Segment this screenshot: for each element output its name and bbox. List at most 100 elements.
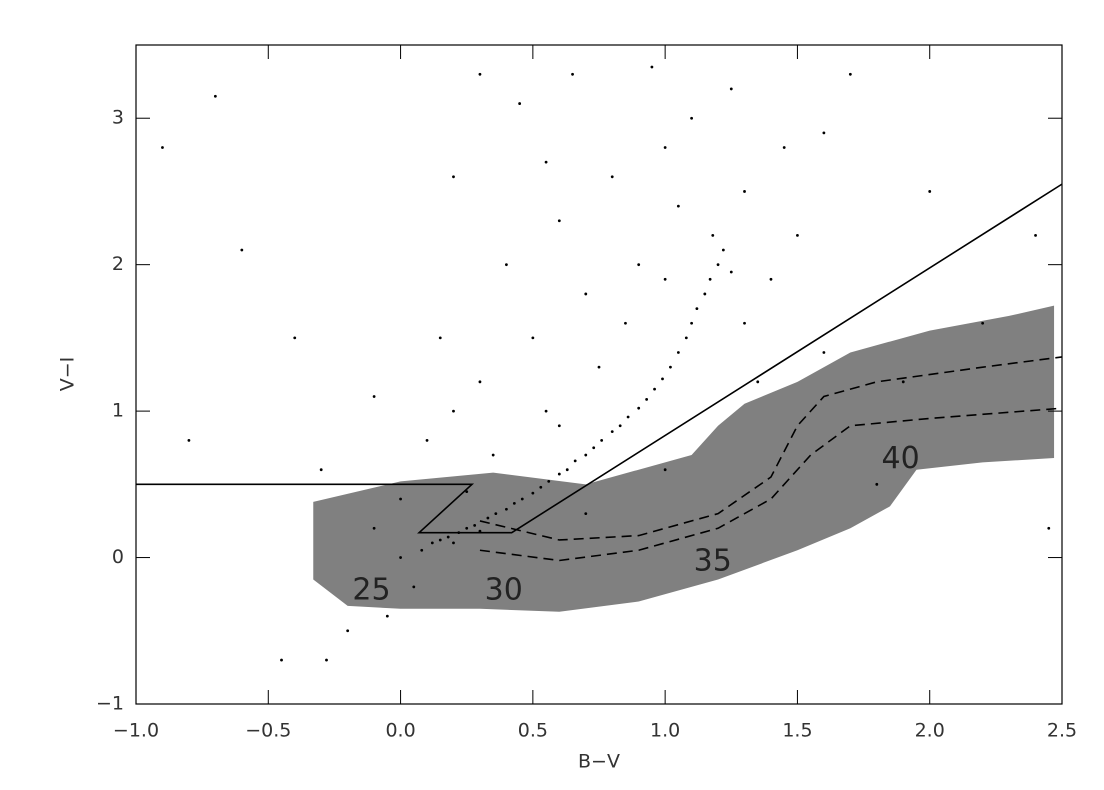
data-point xyxy=(161,146,164,149)
data-point xyxy=(187,439,191,442)
data-point xyxy=(822,131,826,135)
boundary-line xyxy=(136,183,1063,534)
data-point xyxy=(584,512,588,516)
data-point xyxy=(539,485,543,489)
data-point xyxy=(452,175,455,179)
data-point xyxy=(703,292,707,296)
data-point xyxy=(412,585,416,589)
data-point xyxy=(645,397,649,401)
data-point xyxy=(928,190,932,193)
data-point xyxy=(438,336,442,340)
data-point xyxy=(478,380,482,384)
data-point xyxy=(653,387,656,391)
y-tick-label: 1 xyxy=(112,400,124,422)
data-point xyxy=(624,321,627,325)
data-point xyxy=(505,263,508,267)
data-point xyxy=(661,377,664,381)
data-point xyxy=(399,556,402,559)
y-tick-label: 2 xyxy=(112,253,124,275)
data-point xyxy=(518,102,522,105)
data-point xyxy=(743,190,746,193)
data-point xyxy=(690,321,693,325)
data-point xyxy=(213,94,217,98)
data-point xyxy=(981,321,985,325)
data-point xyxy=(531,336,535,340)
x-tick-label: 0.5 xyxy=(518,720,548,742)
data-point xyxy=(486,516,490,520)
x-tick-label: −0.5 xyxy=(245,720,291,742)
data-point xyxy=(557,424,561,428)
data-point xyxy=(663,146,667,149)
data-point xyxy=(743,321,746,325)
data-point xyxy=(756,380,760,384)
data-point xyxy=(663,277,667,281)
data-point xyxy=(637,406,641,410)
data-point xyxy=(901,380,905,384)
data-point xyxy=(430,541,434,545)
data-point xyxy=(592,446,596,450)
data-point xyxy=(782,146,786,149)
data-point xyxy=(716,263,720,267)
data-point xyxy=(465,490,469,494)
data-point xyxy=(571,72,574,76)
data-point xyxy=(346,629,350,633)
data-point xyxy=(505,507,508,511)
data-point xyxy=(557,219,561,223)
dashed-line xyxy=(479,356,1063,541)
data-point xyxy=(293,336,297,340)
data-point xyxy=(600,439,604,442)
x-tick-label: 1.5 xyxy=(782,720,812,742)
data-point xyxy=(565,468,569,472)
data-point xyxy=(452,541,455,545)
data-point xyxy=(584,292,588,296)
data-point xyxy=(822,351,826,354)
data-point xyxy=(544,409,548,413)
data-point xyxy=(676,351,680,354)
y-tick-label: 0 xyxy=(112,546,124,568)
data-point xyxy=(1047,526,1051,530)
data-point xyxy=(280,658,283,662)
data-point xyxy=(372,395,376,398)
data-point xyxy=(584,453,588,457)
y-tick-label: −1 xyxy=(96,693,124,715)
data-point xyxy=(796,233,799,237)
data-point xyxy=(676,204,680,208)
data-point xyxy=(557,472,561,476)
shaded-region xyxy=(313,305,1055,612)
plot-frame xyxy=(135,44,1063,705)
data-point xyxy=(848,72,852,76)
data-point xyxy=(420,548,424,552)
data-point xyxy=(573,459,577,463)
data-point xyxy=(372,526,376,530)
data-point xyxy=(618,424,622,428)
data-point xyxy=(610,430,614,434)
data-point xyxy=(385,614,389,618)
data-point xyxy=(325,658,328,662)
data-point xyxy=(695,307,699,310)
x-tick-label: 1.0 xyxy=(650,720,680,742)
data-point xyxy=(610,175,614,179)
data-point xyxy=(626,415,630,419)
data-point xyxy=(452,409,455,413)
curve-label: 35 xyxy=(694,543,732,578)
data-point xyxy=(663,468,667,472)
data-point xyxy=(690,116,693,120)
data-point xyxy=(465,526,469,530)
x-tick-label: 0.0 xyxy=(385,720,415,742)
data-point xyxy=(478,72,482,76)
data-point xyxy=(875,482,879,486)
x-tick-label: 2.0 xyxy=(915,720,945,742)
data-point xyxy=(729,87,733,91)
data-point xyxy=(425,439,429,442)
data-point xyxy=(512,501,516,505)
data-point xyxy=(473,523,477,527)
data-point xyxy=(446,535,450,539)
curve-label: 25 xyxy=(352,573,390,608)
data-point xyxy=(478,529,482,533)
data-point xyxy=(319,468,323,472)
data-point xyxy=(520,497,524,501)
data-point xyxy=(544,160,548,164)
x-axis-label: B−V xyxy=(578,751,620,773)
data-point xyxy=(650,65,654,69)
data-point xyxy=(669,365,672,369)
